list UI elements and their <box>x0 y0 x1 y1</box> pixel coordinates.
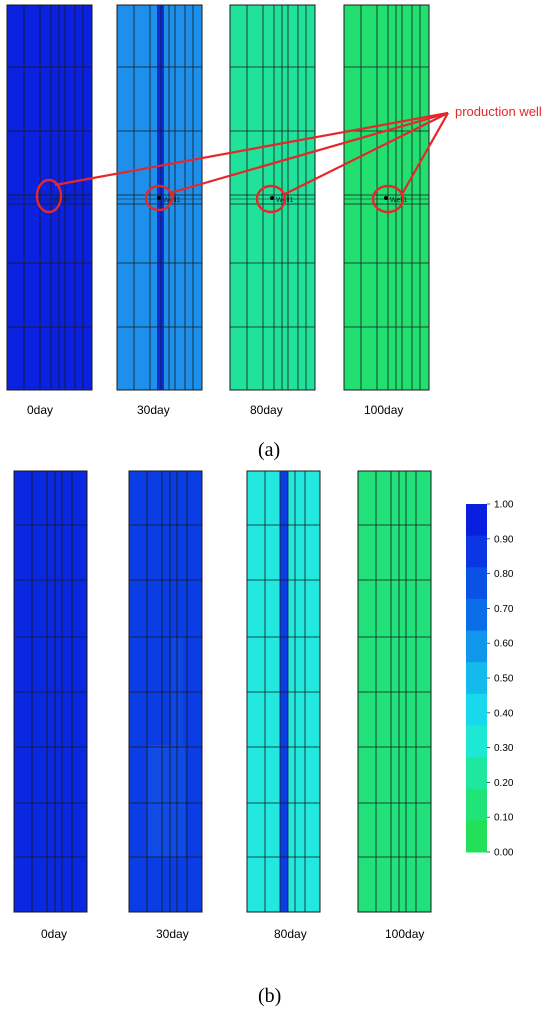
saturation-front <box>147 745 185 857</box>
colorbar-segment <box>466 504 487 537</box>
panel-a-day-label: 30day <box>137 403 170 417</box>
panel-b-label: (b) <box>258 985 282 1007</box>
panel-b-day-label: 0day <box>41 927 67 941</box>
well-highlight-ellipse <box>371 184 405 214</box>
colorbar-segment <box>466 693 487 726</box>
colorbar-segment <box>466 820 487 853</box>
annotation-group: production well <box>35 104 542 214</box>
colorbar-tick-label: 0.40 <box>494 708 514 719</box>
colorbar-tick-label: 0.00 <box>494 848 514 859</box>
colorbar-tick-label: 0.70 <box>494 604 514 615</box>
annotation-label: production well <box>455 104 542 119</box>
panel-a-grid-1 <box>6 4 93 391</box>
colorbar-tick-label: 0.30 <box>494 743 514 754</box>
well-highlight-ellipse <box>255 184 287 214</box>
colorbar-segment <box>466 535 487 568</box>
annotation-arrow-line <box>54 111 449 187</box>
well-highlight-ellipse <box>144 184 174 212</box>
well-point <box>270 196 274 200</box>
colorbar-tick-label: 0.20 <box>494 778 514 789</box>
panel-b: 0day 30day 80day 100day <box>13 470 432 941</box>
colorbar-segment <box>466 757 487 790</box>
colorbar: 1.00 0.90 0.80 0.70 0.60 0.50 0.40 0.30 0.20 0.10… <box>466 500 514 859</box>
well-highlight-ellipse <box>35 178 63 214</box>
panel-b-center-stripe <box>280 471 288 912</box>
annotation-arrow-line <box>282 112 449 196</box>
colorbar-segment <box>466 630 487 663</box>
panel-b-day-label: 80day <box>274 927 307 941</box>
colorbar-segment <box>466 788 487 821</box>
annotation-arrow-line <box>400 112 449 197</box>
colorbar-tick-label: 1.00 <box>494 500 514 511</box>
colorbar-segment <box>466 567 487 600</box>
colorbar-tick-label: 0.80 <box>494 569 514 580</box>
well-label: Well1 <box>390 197 407 204</box>
panel-b-grid-1 <box>13 470 88 913</box>
colorbar-tick-label: 0.10 <box>494 813 514 824</box>
well-point <box>384 196 388 200</box>
panel-b-day-label: 100day <box>385 927 424 941</box>
well-point <box>157 196 161 200</box>
colorbar-tick-label: 0.50 <box>494 674 514 685</box>
colorbar-tick-label: 0.90 <box>494 534 514 545</box>
panel-a-day-label: 80day <box>250 403 283 417</box>
colorbar-tick-label: 0.60 <box>494 639 514 650</box>
panel-b-day-label: 30day <box>156 927 189 941</box>
panel-a-label: (a) <box>258 439 281 461</box>
colorbar-segment <box>466 598 487 632</box>
colorbar-segment <box>466 725 487 758</box>
panel-a-day-label: 0day <box>27 403 53 417</box>
panel-b-grid-4 <box>357 470 432 913</box>
annotation-arrow-line <box>169 111 449 195</box>
colorbar-segment <box>466 662 487 695</box>
panel-a-day-label: 100day <box>364 403 403 417</box>
panel-b-grid-2 <box>128 470 203 913</box>
